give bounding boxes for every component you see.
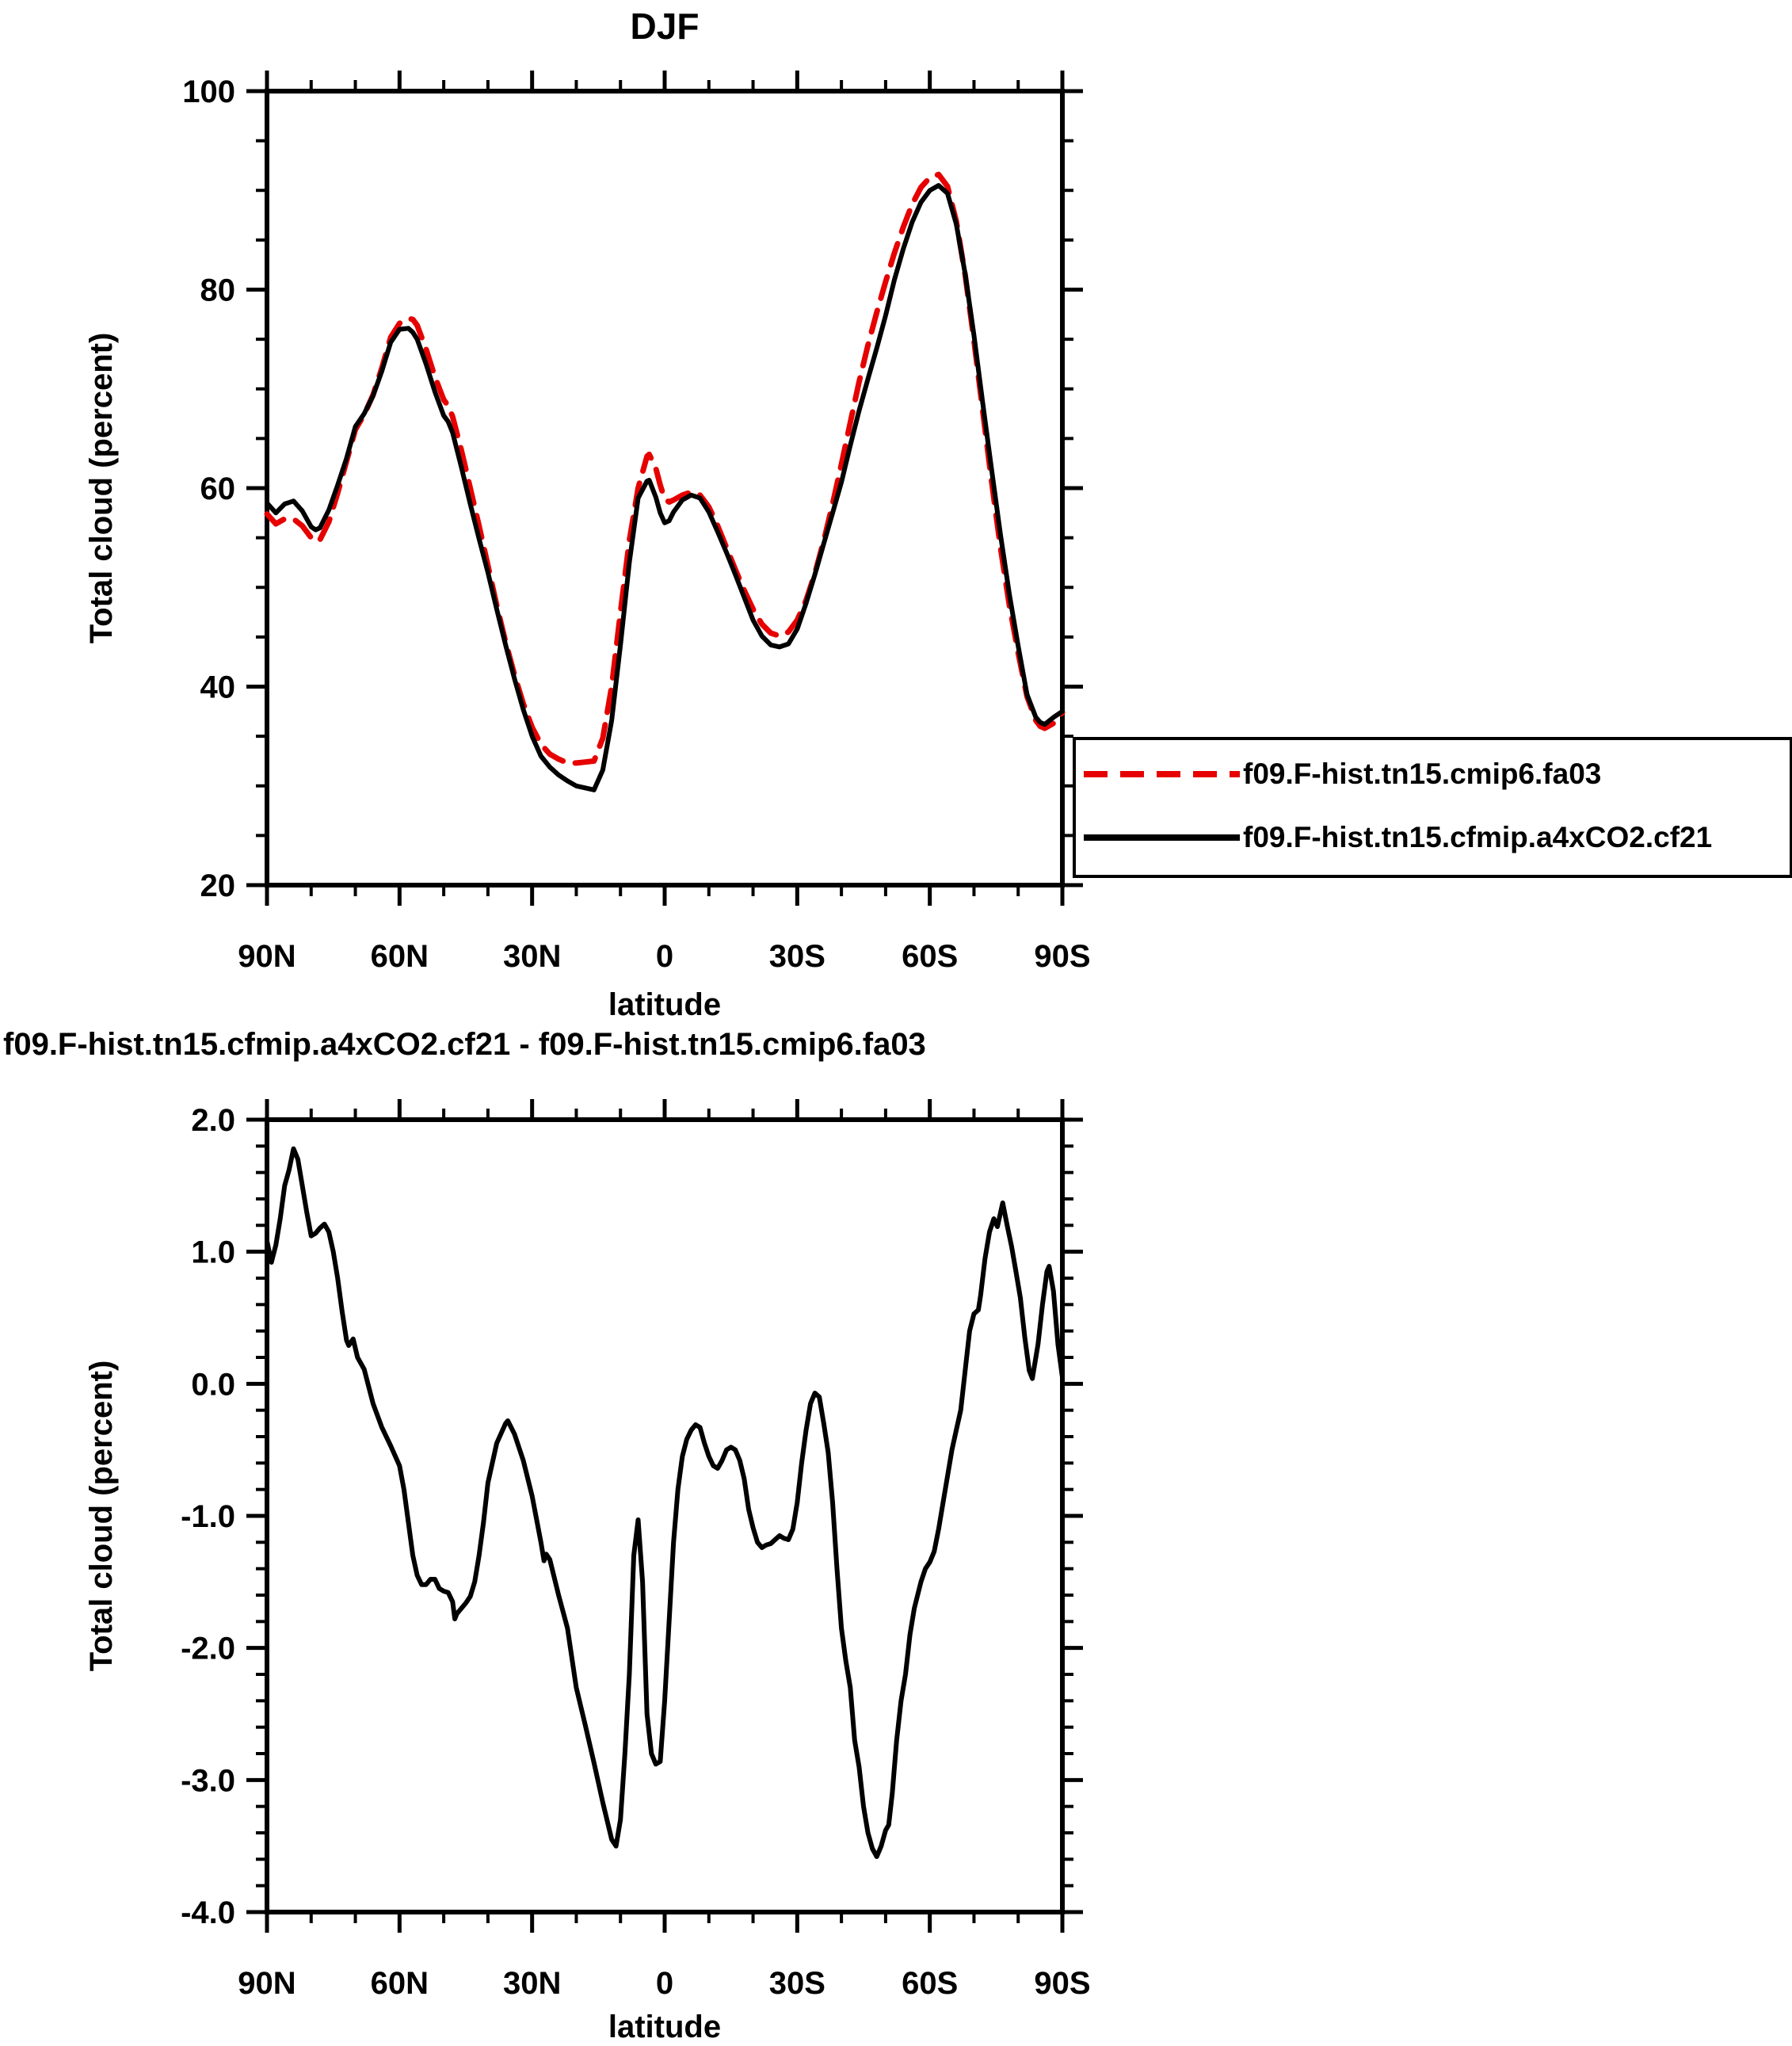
x-tick-label: 60N: [371, 939, 429, 974]
x-tick-label: 90S: [1034, 1966, 1090, 2001]
x-tick-label: 30N: [503, 939, 561, 974]
series-line-solid: [265, 183, 1065, 792]
legend-entry: f09.F-hist.tn15.cmip6.fa03: [1081, 745, 1601, 804]
y-tick-label: -1.0: [181, 1499, 235, 1534]
y-tick-label: 80: [200, 273, 236, 308]
y-tick-label: 40: [200, 670, 236, 705]
legend-entry: f09.F-hist.tn15.cfmip.a4xCO2.cf21: [1081, 808, 1712, 867]
x-tick-label: 0: [656, 939, 673, 974]
y-tick-label: -4.0: [181, 1895, 235, 1930]
top-chart-title: DJF: [630, 6, 700, 47]
x-tick-label: 60N: [371, 1966, 429, 2001]
legend: f09.F-hist.tn15.cmip6.fa03 f09.F-hist.tn…: [1073, 737, 1792, 878]
x-tick-label: 90N: [238, 1966, 295, 2001]
series-line-solid: [265, 1146, 1065, 1859]
x-tick-label: 90S: [1034, 939, 1090, 974]
x-tick-label: 0: [656, 1966, 673, 2001]
y-tick-label: 60: [200, 471, 236, 506]
x-tick-label: 30N: [503, 1966, 561, 2001]
bottom-chart-xlabel: latitude: [608, 2010, 722, 2044]
y-tick-label: 100: [182, 74, 235, 109]
series-line-dashed: [264, 171, 1066, 766]
red-dashed-line-sample: [1084, 771, 1240, 777]
y-tick-label: -2.0: [181, 1632, 235, 1666]
y-tick-label: -3.0: [181, 1763, 235, 1798]
x-tick-label: 30S: [769, 939, 825, 974]
bottom-chart-title: f09.F-hist.tn15.cfmip.a4xCO2.cf21 - f09.…: [3, 1027, 926, 1062]
legend-entry-label: f09.F-hist.tn15.cfmip.a4xCO2.cf21: [1243, 821, 1713, 853]
x-tick-label: 60S: [902, 1966, 958, 2001]
y-tick-label: 0.0: [191, 1367, 235, 1402]
x-tick-label: 90N: [238, 939, 295, 974]
x-tick-label: 30S: [769, 1966, 825, 2001]
x-tick-label: 60S: [902, 939, 958, 974]
y-tick-label: 2.0: [191, 1103, 235, 1138]
y-tick-label: 20: [200, 868, 236, 903]
black-solid-line-sample: [1084, 834, 1240, 841]
y-tick-label: 1.0: [191, 1235, 235, 1270]
top-chart-xlabel: latitude: [608, 987, 722, 1022]
legend-entry-label: f09.F-hist.tn15.cmip6.fa03: [1243, 758, 1602, 790]
